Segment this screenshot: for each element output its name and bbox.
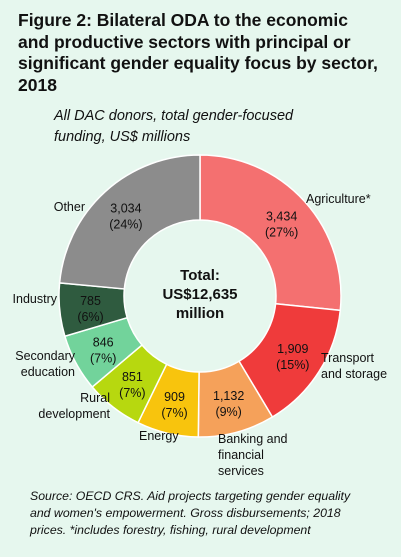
slice-category-label: Agriculture* [306,192,371,206]
slice-value-label: 3,434 [266,209,297,223]
slice-percent-label: (15%) [276,358,309,372]
figure-title: Figure 2: Bilateral ODA to the economic … [18,10,378,95]
slice-value-label: 909 [164,390,185,404]
slice-value-label: 785 [80,294,101,308]
donut-slices [58,154,342,438]
slice-other [58,154,201,290]
slice-percent-label: (7%) [161,406,187,420]
figure-subtitle: All DAC donors, total gender-focused fun… [54,108,294,145]
slice-value-label: 851 [122,370,143,384]
slice-category-label: Other [54,200,85,214]
slice-percent-label: (7%) [119,386,145,400]
source-note: Source: OECD CRS. Aid projects targeting… [30,489,351,537]
slice-category-label: Energy [139,429,179,443]
slice-percent-label: (27%) [265,225,298,239]
slice-category-label: Transport and storage [321,351,387,381]
slice-category-label: Banking and financial services [218,432,288,478]
slice-category-label: Rural development [38,391,110,421]
slice-agriculture [199,154,342,312]
slice-percent-label: (7%) [90,351,116,365]
slice-category-label: Secondary education [15,349,76,379]
center-total-line: US$12,635 [162,286,237,303]
slice-value-label: 3,034 [110,202,141,216]
slice-category-label: Industry [13,292,58,306]
slice-percent-label: (9%) [215,405,241,419]
donut-center-label: Total: US$12,635 million [162,267,237,322]
slice-value-label: 1,132 [213,389,244,403]
slice-value-label: 1,909 [277,342,308,356]
slice-percent-label: (24%) [109,218,142,232]
slice-value-labels: 3,434 (27%) 1,909 (15%) 1,132 (9%) 909 (7%) 851 (… [77,202,309,420]
center-total-line: Total: [180,267,220,284]
slice-category-labels: Agriculture* Transport and storage Banking … [13,192,388,478]
center-total-line: million [176,305,224,322]
slice-percent-label: (6%) [77,310,103,324]
slice-value-label: 846 [93,335,114,349]
